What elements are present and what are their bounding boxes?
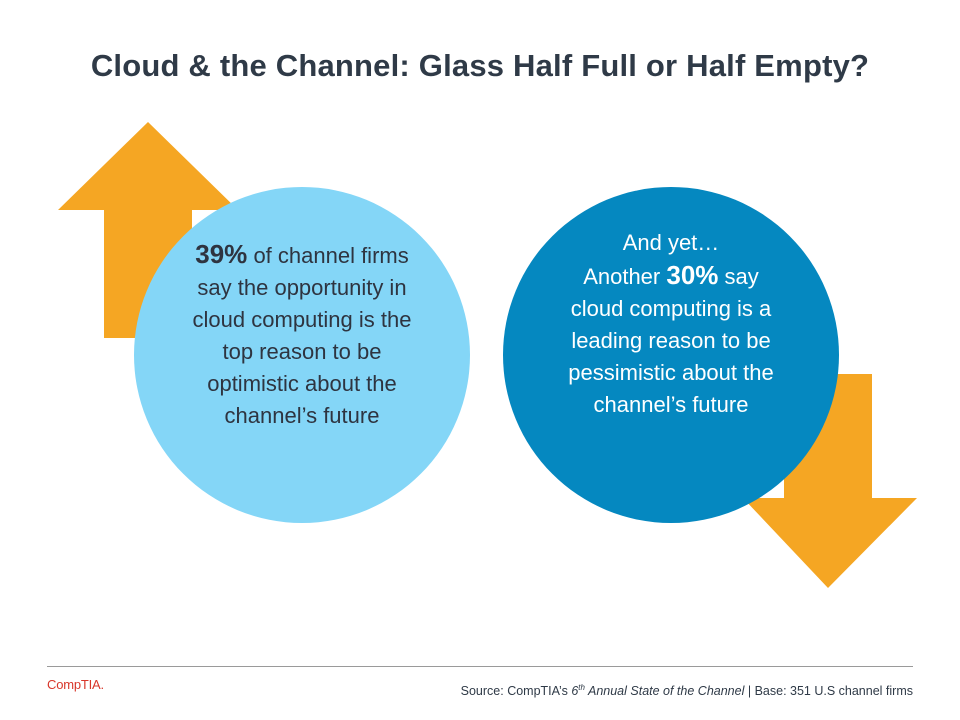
pessimistic-description: say cloud computing is a leading reason … — [568, 264, 774, 417]
optimistic-stat-circle: 39% of channel firms say the opportunity… — [134, 187, 470, 523]
pessimistic-stat-circle: And yet… Another 30% say cloud computing… — [503, 187, 839, 523]
optimistic-percentage: 39% — [195, 239, 248, 269]
source-separator: | — [747, 684, 752, 699]
optimistic-stat-text: 39% of channel firms say the opportunity… — [190, 238, 414, 432]
edition-number: 6 — [571, 684, 579, 699]
footer-divider — [47, 666, 913, 667]
pessimistic-prefix: Another — [583, 264, 661, 289]
comptia-logo: CompTIA. — [47, 677, 104, 692]
pessimistic-stat-text: And yet… Another 30% say cloud computing… — [559, 227, 783, 421]
optimistic-description: of channel firms say the opportunity in … — [192, 243, 412, 428]
pessimistic-percentage: 30% — [666, 260, 719, 290]
arrow-up-icon — [58, 122, 238, 338]
base-sample: Base: 351 U.S channel firms — [754, 684, 913, 699]
edition-suffix: th — [578, 683, 585, 692]
page-title: Cloud & the Channel: Glass Half Full or … — [90, 48, 870, 83]
pessimistic-intro: And yet… — [622, 230, 720, 255]
source-prefix: Source: CompTIA’s — [460, 684, 568, 699]
source-citation: Source: CompTIA’s 6th Annual State of th… — [461, 683, 913, 698]
report-name: Annual State of the Channel — [587, 684, 745, 699]
